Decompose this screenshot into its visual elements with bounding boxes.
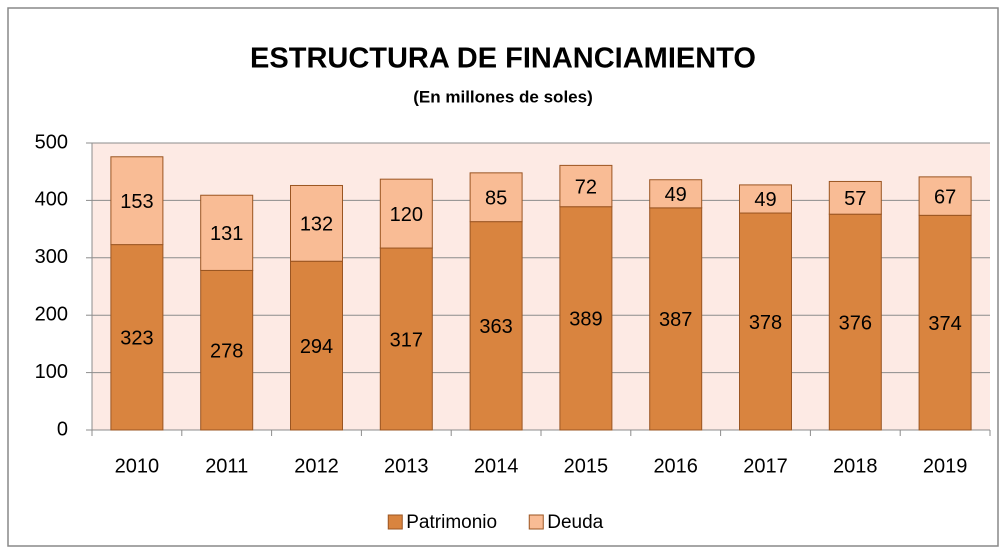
data-label: 57 <box>844 188 866 210</box>
bar-segment <box>469 221 523 431</box>
data-label: 120 <box>390 204 423 226</box>
bar-segment <box>559 206 613 431</box>
x-tick-label: 2010 <box>115 455 160 477</box>
data-label: 153 <box>120 191 153 213</box>
legend-label: Deuda <box>547 512 603 533</box>
bar-segment <box>739 212 792 431</box>
x-tick-label: 2012 <box>294 455 339 477</box>
data-label: 131 <box>210 223 243 245</box>
data-label: 132 <box>300 214 333 236</box>
y-tick-label: 100 <box>35 361 68 383</box>
legend-swatch <box>528 514 544 530</box>
bar-segment <box>828 180 882 215</box>
data-label: 374 <box>928 313 961 335</box>
bar-segment <box>828 213 882 431</box>
bar-segment <box>469 172 523 223</box>
x-tick-label: 2015 <box>564 455 609 477</box>
data-label: 67 <box>934 186 956 208</box>
bar-segment <box>559 164 613 208</box>
data-label: 72 <box>575 176 597 198</box>
x-tick-label: 2014 <box>474 455 519 477</box>
y-tick-label: 400 <box>35 189 68 211</box>
chart-title: ESTRUCTURA DE FINANCIAMIENTO <box>250 43 756 75</box>
data-label: 294 <box>300 336 333 358</box>
bar-segment <box>379 247 433 431</box>
legend-swatch <box>387 514 403 530</box>
data-label: 85 <box>485 188 507 210</box>
bar-segment <box>649 207 703 431</box>
chart-subtitle: (En millones de soles) <box>413 87 593 106</box>
bar-segment <box>918 176 972 216</box>
legend-label: Patrimonio <box>406 512 497 533</box>
bar-segment <box>110 244 164 431</box>
data-label: 49 <box>665 184 687 206</box>
x-tick-label: 2018 <box>833 455 878 477</box>
x-tick-label: 2016 <box>653 455 698 477</box>
data-label: 49 <box>754 189 776 211</box>
bar-segment <box>200 194 254 271</box>
data-label: 376 <box>839 312 872 334</box>
bar-segment <box>739 184 792 214</box>
y-tick-label: 0 <box>57 418 68 440</box>
y-tick-label: 200 <box>35 303 68 325</box>
bar-segment <box>649 179 703 209</box>
x-tick-label: 2013 <box>384 455 429 477</box>
bar-segment <box>290 184 343 262</box>
data-label: 323 <box>120 328 153 350</box>
data-label: 378 <box>749 312 782 334</box>
data-label: 389 <box>569 309 602 331</box>
data-label: 387 <box>659 309 692 331</box>
bar-segment <box>290 260 343 431</box>
x-tick-label: 2011 <box>205 455 248 477</box>
x-tick-label: 2017 <box>743 455 788 477</box>
data-label: 278 <box>210 340 243 362</box>
y-tick-label: 300 <box>35 246 68 268</box>
data-label: 317 <box>390 329 423 351</box>
data-label: 363 <box>479 316 512 338</box>
x-tick-label: 2019 <box>923 455 968 477</box>
bar-segment <box>379 178 433 249</box>
bar-segment <box>918 214 972 431</box>
bar-segment <box>110 156 164 246</box>
y-tick-label: 500 <box>35 131 68 153</box>
